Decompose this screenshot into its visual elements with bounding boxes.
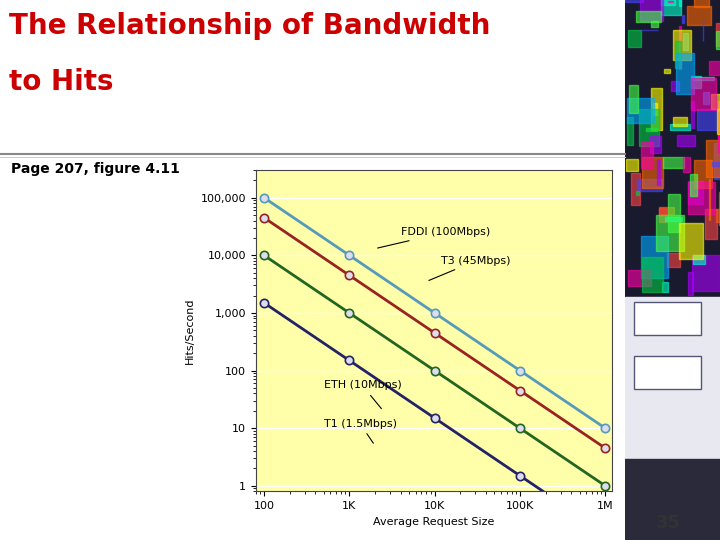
- FancyBboxPatch shape: [625, 297, 720, 459]
- Bar: [667, 1, 672, 2]
- Bar: [642, 157, 663, 188]
- Text: The Relationship of Bandwidth: The Relationship of Bandwidth: [9, 12, 491, 40]
- Bar: [692, 77, 714, 80]
- Text: FDDI (100Mbps): FDDI (100Mbps): [377, 227, 490, 248]
- Bar: [693, 255, 705, 264]
- Bar: [688, 272, 693, 295]
- Bar: [690, 174, 697, 196]
- Bar: [682, 15, 684, 23]
- Text: T3 (45Mbps): T3 (45Mbps): [429, 256, 510, 280]
- Bar: [636, 179, 662, 191]
- FancyBboxPatch shape: [625, 459, 720, 540]
- Bar: [714, 143, 720, 179]
- Bar: [656, 215, 684, 251]
- Bar: [639, 109, 659, 146]
- Bar: [628, 30, 641, 47]
- Bar: [652, 103, 657, 115]
- Bar: [688, 182, 715, 214]
- Bar: [691, 76, 701, 89]
- Bar: [687, 6, 711, 25]
- Bar: [640, 0, 663, 21]
- Bar: [716, 23, 720, 46]
- X-axis label: Average Request Size: Average Request Size: [373, 517, 495, 526]
- Bar: [659, 207, 667, 221]
- Text: ETH (10Mbps): ETH (10Mbps): [323, 381, 401, 409]
- Bar: [642, 236, 668, 278]
- Bar: [659, 207, 675, 213]
- Bar: [703, 92, 708, 104]
- Bar: [712, 161, 719, 166]
- Bar: [716, 209, 720, 222]
- Bar: [711, 94, 720, 109]
- Bar: [636, 191, 639, 195]
- Bar: [664, 69, 670, 72]
- Bar: [646, 129, 657, 131]
- Text: 35: 35: [655, 514, 680, 532]
- Y-axis label: Hits/Second: Hits/Second: [185, 298, 195, 364]
- Bar: [676, 53, 694, 94]
- Bar: [672, 30, 691, 60]
- Bar: [627, 98, 654, 123]
- Bar: [683, 32, 688, 50]
- Bar: [634, 356, 701, 389]
- Text: to Hits: to Hits: [9, 68, 114, 96]
- Bar: [663, 157, 684, 168]
- Bar: [651, 89, 662, 130]
- Bar: [677, 135, 695, 146]
- Bar: [662, 282, 668, 292]
- Bar: [692, 255, 720, 291]
- Bar: [629, 85, 638, 113]
- Bar: [636, 11, 661, 22]
- Bar: [668, 194, 680, 232]
- Bar: [719, 192, 720, 225]
- Bar: [670, 124, 690, 130]
- Bar: [665, 218, 683, 221]
- Bar: [626, 159, 638, 171]
- Bar: [691, 78, 716, 110]
- Bar: [642, 257, 663, 292]
- Bar: [683, 157, 690, 172]
- Bar: [671, 81, 679, 91]
- Bar: [717, 110, 720, 134]
- Bar: [631, 173, 640, 205]
- Bar: [675, 42, 680, 69]
- Bar: [652, 21, 658, 27]
- Bar: [716, 31, 720, 49]
- Bar: [688, 181, 703, 205]
- Bar: [706, 140, 720, 177]
- Bar: [709, 60, 720, 75]
- Bar: [691, 101, 694, 127]
- Bar: [657, 160, 660, 185]
- Bar: [661, 0, 675, 5]
- Bar: [697, 109, 719, 130]
- Bar: [626, 117, 633, 145]
- Bar: [660, 0, 681, 15]
- Bar: [694, 160, 712, 188]
- Text: T1 (1.5Mbps): T1 (1.5Mbps): [323, 418, 397, 443]
- Bar: [719, 100, 720, 144]
- Bar: [625, 0, 643, 2]
- Bar: [694, 0, 708, 7]
- Bar: [650, 136, 661, 153]
- Bar: [642, 141, 653, 168]
- Bar: [634, 302, 701, 335]
- Text: Page 207, figure 4.11: Page 207, figure 4.11: [11, 162, 180, 176]
- Bar: [667, 253, 680, 267]
- Bar: [680, 224, 703, 259]
- Bar: [672, 117, 687, 126]
- Bar: [705, 209, 716, 239]
- Bar: [680, 0, 682, 6]
- Bar: [628, 271, 652, 286]
- FancyBboxPatch shape: [625, 0, 720, 297]
- Bar: [718, 134, 720, 152]
